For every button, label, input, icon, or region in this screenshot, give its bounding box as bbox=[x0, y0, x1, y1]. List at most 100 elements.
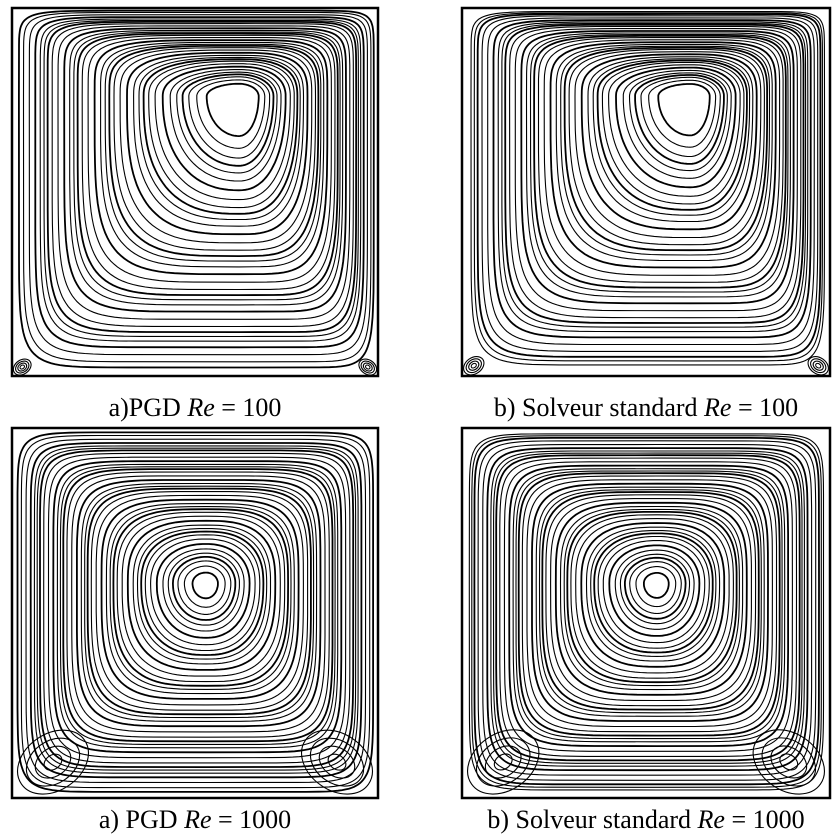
streamline bbox=[162, 548, 245, 632]
streamline bbox=[90, 491, 309, 711]
caption-equation: = 1000 bbox=[731, 805, 804, 834]
streamline bbox=[520, 30, 795, 305]
caption-prefix: b) Solveur standard bbox=[487, 805, 691, 834]
streamline bbox=[138, 56, 301, 221]
streamline bbox=[81, 34, 336, 291]
streamline bbox=[622, 69, 732, 179]
streamline bbox=[80, 482, 318, 722]
streamline bbox=[503, 461, 793, 752]
streamline bbox=[517, 472, 781, 737]
corner-eddy bbox=[362, 362, 373, 372]
streamline bbox=[550, 498, 752, 702]
streamline bbox=[22, 11, 372, 363]
streamline bbox=[188, 76, 271, 159]
streamline bbox=[66, 471, 330, 738]
streamline bbox=[629, 561, 682, 615]
streamline bbox=[167, 552, 240, 626]
streamline bbox=[119, 49, 313, 244]
streamline bbox=[57, 25, 351, 320]
streamline bbox=[504, 23, 805, 324]
streamline bbox=[56, 463, 339, 749]
streamline bbox=[575, 518, 730, 674]
caption-variable: Re bbox=[186, 393, 214, 422]
corner-eddy bbox=[807, 355, 829, 376]
streamline bbox=[501, 22, 807, 328]
streamline bbox=[46, 21, 358, 334]
cavity-frame bbox=[460, 6, 832, 378]
streamline bbox=[541, 491, 760, 711]
streamline bbox=[169, 69, 282, 182]
streamline bbox=[43, 452, 351, 764]
streamline bbox=[495, 454, 801, 762]
streamline bbox=[71, 475, 326, 733]
streamline bbox=[76, 32, 339, 297]
streamline bbox=[183, 565, 226, 608]
streamline bbox=[112, 508, 290, 687]
corner-eddy bbox=[318, 745, 356, 779]
streamline bbox=[497, 21, 809, 333]
corner-eddy bbox=[468, 360, 480, 371]
streamline-panel bbox=[10, 6, 380, 378]
streamline bbox=[614, 549, 695, 630]
streamline bbox=[155, 543, 251, 639]
streamline bbox=[76, 479, 322, 728]
streamline bbox=[104, 43, 322, 262]
streamline bbox=[95, 494, 304, 706]
streamline bbox=[574, 51, 762, 239]
corner-eddy bbox=[770, 745, 808, 779]
streamline bbox=[100, 498, 300, 700]
streamline bbox=[508, 464, 789, 748]
streamline bbox=[86, 487, 312, 716]
streamline bbox=[597, 535, 710, 649]
streamline bbox=[624, 556, 687, 620]
streamline bbox=[596, 59, 748, 211]
streamline bbox=[592, 58, 751, 216]
streamline bbox=[481, 15, 819, 352]
streamline bbox=[509, 25, 802, 319]
streamline bbox=[538, 489, 762, 714]
corner-eddy bbox=[467, 729, 540, 795]
streamline bbox=[643, 572, 670, 599]
streamline bbox=[133, 54, 305, 227]
streamline bbox=[43, 19, 359, 338]
corner-eddy bbox=[364, 364, 371, 370]
streamline bbox=[521, 475, 778, 733]
streamline bbox=[132, 524, 272, 665]
streamline bbox=[109, 506, 292, 690]
corner-eddy bbox=[25, 737, 81, 787]
streamline bbox=[533, 35, 787, 289]
streamline bbox=[514, 28, 798, 312]
streamline bbox=[177, 560, 232, 615]
caption-variable: Re bbox=[697, 805, 725, 834]
streamline bbox=[615, 66, 737, 189]
streamline bbox=[16, 431, 374, 793]
caption-prefix: a)PGD bbox=[109, 393, 181, 422]
streamline bbox=[608, 64, 741, 197]
corner-eddy bbox=[19, 364, 26, 370]
caption: a)PGD Re = 100 bbox=[109, 393, 282, 422]
corner-eddy bbox=[43, 753, 63, 771]
corner-eddy bbox=[779, 753, 799, 771]
streamline bbox=[559, 505, 744, 691]
streamline bbox=[601, 61, 745, 205]
corner-eddy bbox=[12, 358, 32, 376]
streamline bbox=[36, 447, 357, 771]
streamline bbox=[63, 27, 347, 313]
corner-eddy bbox=[360, 360, 375, 374]
streamline bbox=[515, 470, 783, 740]
streamline bbox=[473, 437, 820, 786]
streamline bbox=[529, 33, 789, 293]
streamline bbox=[563, 508, 740, 687]
streamline bbox=[121, 515, 281, 677]
streamline bbox=[20, 434, 371, 789]
corner-eddy bbox=[493, 753, 513, 771]
corner-eddy bbox=[484, 745, 522, 779]
streamline bbox=[126, 519, 277, 671]
streamline bbox=[585, 526, 721, 662]
streamline bbox=[555, 43, 773, 262]
streamline bbox=[84, 485, 315, 719]
streamline bbox=[100, 41, 325, 268]
streamline bbox=[161, 65, 287, 192]
cavity-frame bbox=[10, 426, 380, 800]
